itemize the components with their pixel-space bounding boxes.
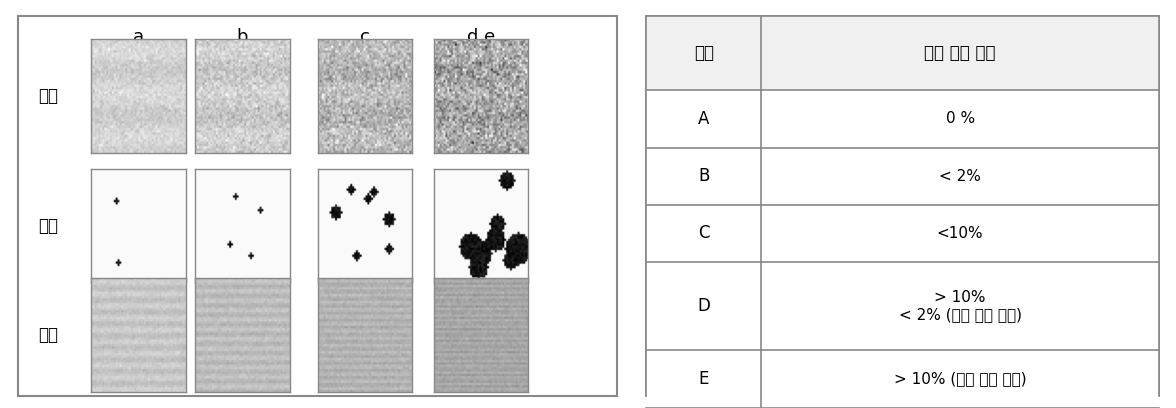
Text: d,e: d,e (467, 28, 495, 46)
Text: D: D (697, 297, 710, 315)
Text: c: c (360, 28, 369, 46)
Bar (761, 205, 1160, 262)
Text: 0 %: 0 % (946, 111, 975, 126)
Text: <10%: <10% (937, 226, 983, 241)
Bar (761, 350, 1160, 408)
Bar (646, 148, 761, 205)
Bar (761, 262, 1160, 350)
Text: C: C (699, 224, 709, 242)
Bar (646, 350, 761, 408)
Bar (646, 16, 761, 90)
Bar (646, 262, 761, 350)
Text: 박리: 박리 (39, 217, 59, 235)
FancyBboxPatch shape (18, 16, 617, 396)
Bar (761, 148, 1160, 205)
Text: 발청: 발청 (39, 87, 59, 105)
Bar (761, 90, 1160, 148)
Bar (761, 16, 1160, 90)
Text: < 2%: < 2% (940, 169, 981, 184)
Text: 등급: 등급 (694, 44, 714, 62)
Text: B: B (699, 167, 709, 185)
Text: 열화 면적 비율: 열화 면적 비율 (924, 44, 996, 62)
Text: 부퐇: 부퐇 (39, 326, 59, 344)
Text: > 10%
< 2% (단면 손실 면적): > 10% < 2% (단면 손실 면적) (898, 290, 1022, 322)
Bar (646, 205, 761, 262)
Text: a: a (133, 28, 145, 46)
Bar (646, 90, 761, 148)
Text: > 10% (단면 손실 면적): > 10% (단면 손실 면적) (894, 372, 1027, 387)
Text: b: b (236, 28, 248, 46)
Text: E: E (699, 370, 709, 388)
Text: A: A (699, 110, 709, 128)
